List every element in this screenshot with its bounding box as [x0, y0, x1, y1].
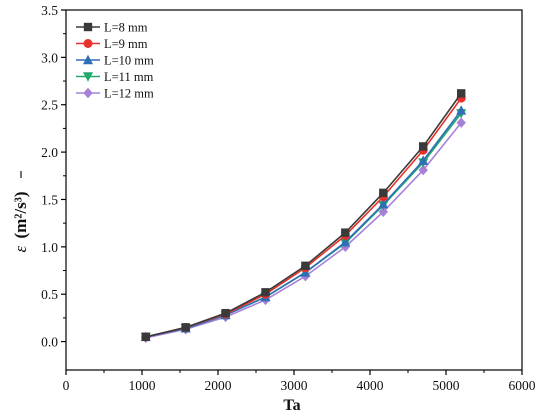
y-tick-label: 3.5	[41, 3, 58, 18]
data-point	[141, 332, 150, 342]
y-axis-title: ε (m²/s³)	[11, 192, 30, 253]
data-point	[456, 105, 467, 115]
x-tick-label: 6000	[509, 378, 536, 393]
series-l-11-mm	[140, 109, 467, 343]
data-point	[261, 288, 270, 297]
y-axis-symbol: ε	[11, 245, 30, 252]
y-tick-label: 0.5	[41, 287, 58, 302]
legend-label: L=8 mm	[104, 21, 148, 35]
data-point	[301, 261, 310, 270]
series-l-10-mm	[140, 105, 467, 342]
y-tick-label: 3.0	[41, 50, 58, 65]
legend-label: L=11 mm	[104, 70, 154, 84]
series-l-8-mm	[141, 89, 466, 342]
svg-text:ε (m²/s³): ε (m²/s³)	[11, 192, 30, 253]
data-point	[457, 89, 466, 98]
series-l-12-mm	[141, 117, 466, 343]
data-point	[379, 188, 388, 198]
series-l-9-mm	[141, 93, 466, 342]
series-line	[145, 97, 462, 338]
x-tick-label: 3000	[281, 378, 308, 393]
series-line	[145, 112, 462, 338]
y-tick-label: 0.0	[41, 335, 58, 350]
y-tick-label: 1.0	[41, 240, 58, 255]
legend-marker	[83, 54, 93, 65]
data-point	[418, 164, 428, 176]
legend-marker	[83, 39, 93, 48]
legend-label: L=9 mm	[104, 37, 148, 51]
series-line	[145, 109, 462, 338]
y-tick-label: 2.5	[41, 98, 58, 113]
data-point	[181, 323, 190, 332]
y-axis-units: (m²/s³)	[11, 192, 30, 239]
y-tick-label: 2.0	[41, 145, 58, 160]
legend: L=8 mm L=9 mm L=10 mm L=11 mm L=12 mm	[76, 21, 154, 101]
legend-marker	[83, 72, 93, 82]
legend-marker	[83, 22, 93, 32]
data-point	[378, 199, 389, 209]
legend-label: L=12 mm	[104, 87, 154, 101]
data-point	[418, 155, 429, 165]
x-tick-label: 1000	[129, 378, 156, 393]
data-point	[341, 228, 350, 237]
data-point	[419, 142, 428, 151]
data-point	[340, 236, 351, 247]
x-tick-label: 4000	[357, 378, 384, 393]
y-tick-label: 1.5	[41, 192, 58, 207]
data-point	[456, 117, 466, 128]
series-line	[145, 122, 462, 339]
x-tick-label: 2000	[205, 378, 232, 393]
legend-label: L=10 mm	[104, 54, 154, 68]
x-tick-label: 0	[63, 378, 70, 393]
x-tick-label: 5000	[433, 378, 460, 393]
series-line	[145, 92, 462, 338]
data-point	[378, 206, 388, 217]
data-point	[221, 308, 230, 318]
legend-marker	[83, 87, 93, 99]
x-axis-title: Ta	[283, 397, 300, 414]
